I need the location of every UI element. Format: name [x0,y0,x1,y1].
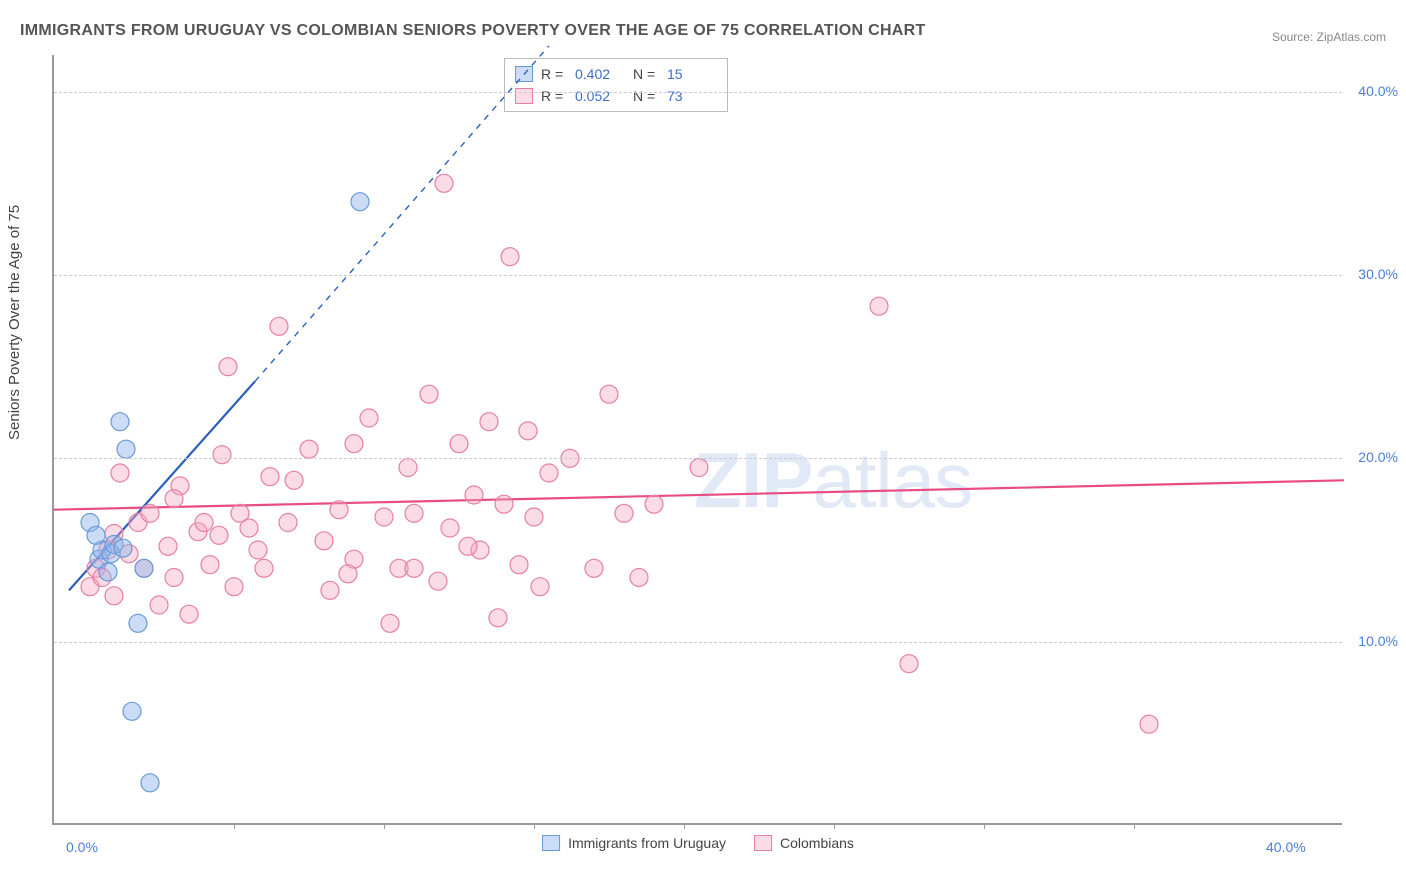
data-point [690,459,708,477]
data-point [495,495,513,513]
data-point [900,655,918,673]
data-point [213,446,231,464]
data-point [360,409,378,427]
data-point [201,556,219,574]
chart-title: IMMIGRANTS FROM URUGUAY VS COLOMBIAN SEN… [20,22,926,40]
data-point [489,609,507,627]
data-point [117,440,135,458]
data-point [519,422,537,440]
data-point [351,193,369,211]
data-point [180,605,198,623]
trend-line [54,480,1344,509]
gridline [54,458,1342,459]
data-point [87,526,105,544]
legend-item-colombians: Colombians [754,835,854,851]
data-point [480,413,498,431]
data-point [441,519,459,537]
data-point [429,572,447,590]
y-tick-label: 20.0% [1358,449,1398,465]
data-point [255,559,273,577]
data-point [321,581,339,599]
data-point [645,495,663,513]
data-point [399,459,417,477]
x-tick [834,823,835,829]
data-point [315,532,333,550]
data-point [150,596,168,614]
data-point [531,578,549,596]
data-point [1140,715,1158,733]
data-point [159,537,177,555]
legend-label-colombians: Colombians [780,835,854,851]
data-point [225,578,243,596]
data-point [111,464,129,482]
gridline [54,642,1342,643]
swatch-colombians-bottom [754,835,772,851]
data-point [249,541,267,559]
gridline [54,275,1342,276]
swatch-uruguay-bottom [542,835,560,851]
x-tick [1134,823,1135,829]
data-point [405,559,423,577]
data-point [459,537,477,555]
data-point [630,569,648,587]
data-point [435,174,453,192]
data-point [420,385,438,403]
y-axis-title: Seniors Poverty Over the Age of 75 [6,205,23,440]
data-point [300,440,318,458]
trend-line [255,46,549,382]
x-tick [984,823,985,829]
data-point [114,539,132,557]
data-point [615,504,633,522]
legend-item-uruguay: Immigrants from Uruguay [542,835,726,851]
data-point [381,614,399,632]
data-point [210,526,228,544]
x-tick-label: 0.0% [66,839,98,855]
data-point [240,519,258,537]
data-point [585,559,603,577]
data-point [540,464,558,482]
legend-label-uruguay: Immigrants from Uruguay [568,835,726,851]
x-tick [234,823,235,829]
data-point [600,385,618,403]
data-point [111,413,129,431]
x-tick-label: 40.0% [1266,839,1306,855]
x-tick [684,823,685,829]
data-point [165,490,183,508]
data-point [465,486,483,504]
data-point [339,565,357,583]
data-point [141,504,159,522]
x-tick [534,823,535,829]
data-point [330,501,348,519]
data-point [525,508,543,526]
bottom-legend: Immigrants from Uruguay Colombians [542,835,854,851]
plot-area: ZIPatlas R = 0.402 N = 15 R = 0.052 N = … [52,55,1342,825]
x-tick [384,823,385,829]
data-point [105,587,123,605]
y-tick-label: 40.0% [1358,83,1398,99]
data-point [270,317,288,335]
data-point [285,471,303,489]
data-point [345,435,363,453]
y-tick-label: 30.0% [1358,266,1398,282]
data-point [165,569,183,587]
data-point [129,614,147,632]
data-point [501,248,519,266]
gridline [54,92,1342,93]
data-point [450,435,468,453]
data-point [375,508,393,526]
data-point [99,563,117,581]
data-point [405,504,423,522]
data-point [141,774,159,792]
data-point [219,358,237,376]
source-attribution: Source: ZipAtlas.com [1272,30,1386,44]
data-point [123,702,141,720]
plot-svg [54,55,1342,823]
data-point [261,468,279,486]
data-point [279,514,297,532]
data-point [510,556,528,574]
data-point [870,297,888,315]
data-point [135,559,153,577]
y-tick-label: 10.0% [1358,633,1398,649]
data-point [195,514,213,532]
